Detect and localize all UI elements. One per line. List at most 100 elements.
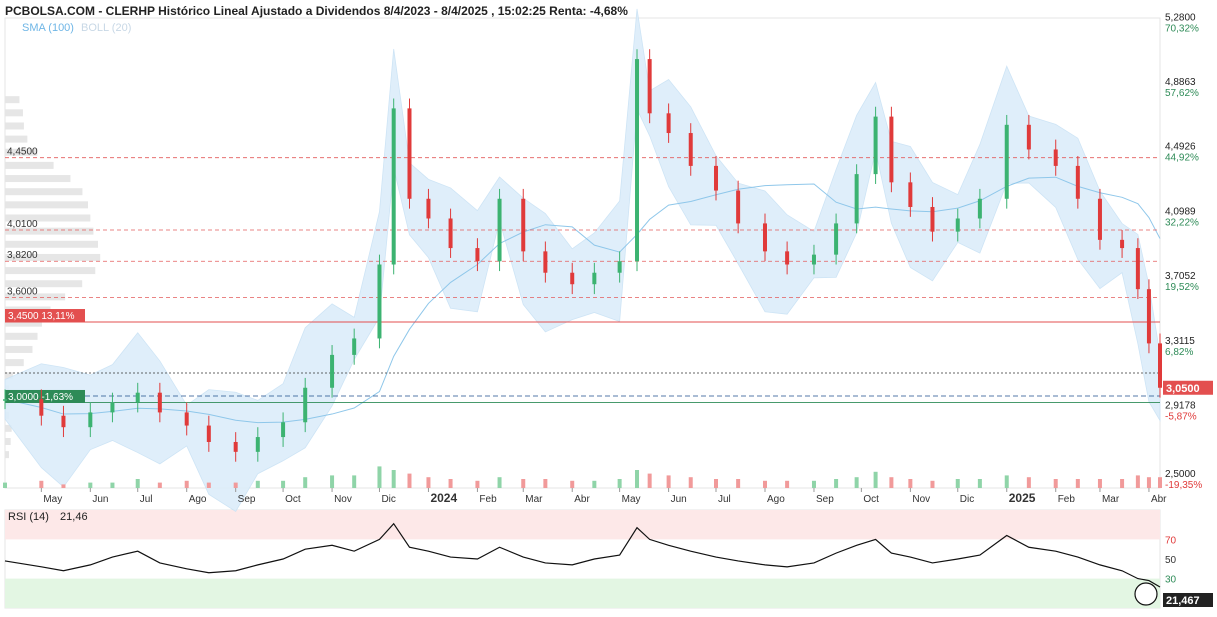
volume-bar bbox=[785, 480, 790, 488]
volume-bar bbox=[570, 480, 575, 488]
boll-legend[interactable]: BOLL (20) bbox=[81, 22, 132, 34]
volume-bar bbox=[873, 471, 878, 488]
volume-bar bbox=[475, 480, 480, 488]
volume-bar bbox=[834, 479, 839, 488]
price-axis-pct: -5,87% bbox=[1165, 411, 1197, 422]
price-candle bbox=[1120, 239, 1125, 249]
price-candle bbox=[1146, 289, 1151, 344]
x-axis-label: Ago bbox=[189, 494, 207, 505]
volume-bar bbox=[714, 479, 719, 488]
volume-bar bbox=[977, 479, 982, 488]
price-axis-label: 3,3115 bbox=[1165, 336, 1195, 347]
price-candle bbox=[543, 251, 548, 273]
price-candle bbox=[255, 437, 260, 452]
price-candle bbox=[281, 422, 286, 438]
x-axis-label: Jul bbox=[140, 494, 153, 505]
volume-profile-bar bbox=[5, 135, 28, 143]
price-candle bbox=[647, 59, 652, 114]
level-line-label: 3,6000 bbox=[7, 286, 38, 297]
volume-bar bbox=[592, 480, 597, 488]
price-candle bbox=[233, 441, 238, 452]
volume-profile-bar bbox=[5, 293, 66, 301]
volume-bar bbox=[635, 470, 640, 488]
price-candle bbox=[88, 412, 93, 428]
volume-profile-bar bbox=[5, 359, 24, 367]
price-candle bbox=[61, 415, 66, 428]
volume-profile-bar bbox=[5, 148, 38, 156]
price-candle bbox=[330, 354, 335, 388]
price-candle bbox=[352, 338, 357, 355]
lower-level-box bbox=[5, 389, 85, 403]
volume-bar bbox=[647, 473, 652, 488]
x-axis-label: Ago bbox=[767, 494, 785, 505]
volume-bar bbox=[206, 482, 211, 488]
x-axis-label: May bbox=[622, 494, 641, 505]
price-candle bbox=[426, 198, 431, 219]
price-candle bbox=[1026, 124, 1031, 150]
volume-profile-bar bbox=[5, 214, 91, 222]
x-axis-label: Abr bbox=[1151, 494, 1167, 505]
price-candle bbox=[908, 182, 913, 207]
x-axis-label: Sep bbox=[238, 494, 256, 505]
price-axis-label: 2,9178 bbox=[1165, 400, 1196, 411]
price-candle bbox=[811, 254, 816, 265]
volume-bar bbox=[1004, 475, 1009, 488]
volume-bar bbox=[1026, 477, 1031, 488]
price-candle bbox=[3, 399, 7, 401]
price-candle bbox=[854, 174, 859, 224]
volume-bar bbox=[1075, 479, 1080, 488]
volume-bar bbox=[1158, 477, 1162, 488]
rsi-line bbox=[4, 522, 1161, 588]
volume-profile-bar bbox=[5, 240, 98, 248]
volume-profile-bar bbox=[5, 372, 14, 380]
volume-profile-bar bbox=[5, 175, 71, 183]
x-axis-label: Nov bbox=[334, 494, 352, 505]
rsi-overbought-zone bbox=[5, 510, 1160, 540]
volume-bar bbox=[688, 477, 693, 488]
volume-bar bbox=[1053, 479, 1058, 488]
volume-profile-bar bbox=[5, 96, 20, 104]
volume-bar bbox=[407, 473, 412, 488]
x-axis-label: May bbox=[43, 494, 62, 505]
rsi-value-box bbox=[1163, 593, 1213, 607]
price-candle bbox=[977, 198, 982, 219]
volume-bar bbox=[110, 482, 115, 488]
price-candle bbox=[377, 264, 382, 339]
price-candle bbox=[448, 218, 453, 249]
bollinger-band bbox=[4, 8, 1161, 512]
price-axis-label: 4,0989 bbox=[1165, 206, 1196, 217]
x-axis-label: Oct bbox=[285, 494, 301, 505]
x-axis-label: Mar bbox=[525, 494, 543, 505]
last-price-box bbox=[1163, 380, 1213, 395]
upper-level-label: 3,4500 13,11% bbox=[8, 311, 75, 322]
price-candle bbox=[1053, 149, 1058, 166]
price-candle bbox=[391, 108, 396, 265]
upper-level-box bbox=[5, 309, 85, 323]
volume-bar bbox=[1135, 475, 1140, 488]
level-line-label: 4,0100 bbox=[7, 219, 38, 230]
volume-profile-bar bbox=[5, 122, 24, 130]
volume-profile-bar bbox=[5, 319, 42, 327]
volume-bar bbox=[811, 480, 816, 488]
price-axis-pct: 19,52% bbox=[1165, 282, 1199, 293]
x-axis-label: Feb bbox=[479, 494, 497, 505]
price-candle bbox=[785, 251, 790, 265]
volume-bar bbox=[233, 482, 238, 488]
price-axis-pct: 44,92% bbox=[1165, 153, 1199, 164]
volume-bar bbox=[391, 470, 396, 488]
volume-bar bbox=[955, 479, 960, 488]
price-candle bbox=[736, 190, 741, 224]
price-candle bbox=[930, 206, 935, 232]
price-candle bbox=[497, 198, 502, 262]
price-candle bbox=[206, 425, 211, 442]
price-axis-pct: -19,35% bbox=[1165, 480, 1202, 491]
x-axis-label: Dic bbox=[381, 494, 395, 505]
price-candle bbox=[157, 392, 162, 413]
volume-profile-bar bbox=[5, 424, 12, 432]
volume-bar bbox=[889, 477, 894, 488]
sma-legend[interactable]: SMA (100) bbox=[22, 22, 74, 34]
volume-bar bbox=[543, 479, 548, 488]
x-axis-label: 2024 bbox=[430, 491, 457, 505]
volume-bar bbox=[1120, 479, 1125, 488]
